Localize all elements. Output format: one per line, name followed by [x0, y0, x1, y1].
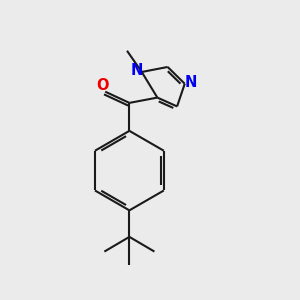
Text: N: N [130, 63, 142, 78]
Text: O: O [96, 78, 109, 93]
Text: N: N [184, 75, 197, 90]
